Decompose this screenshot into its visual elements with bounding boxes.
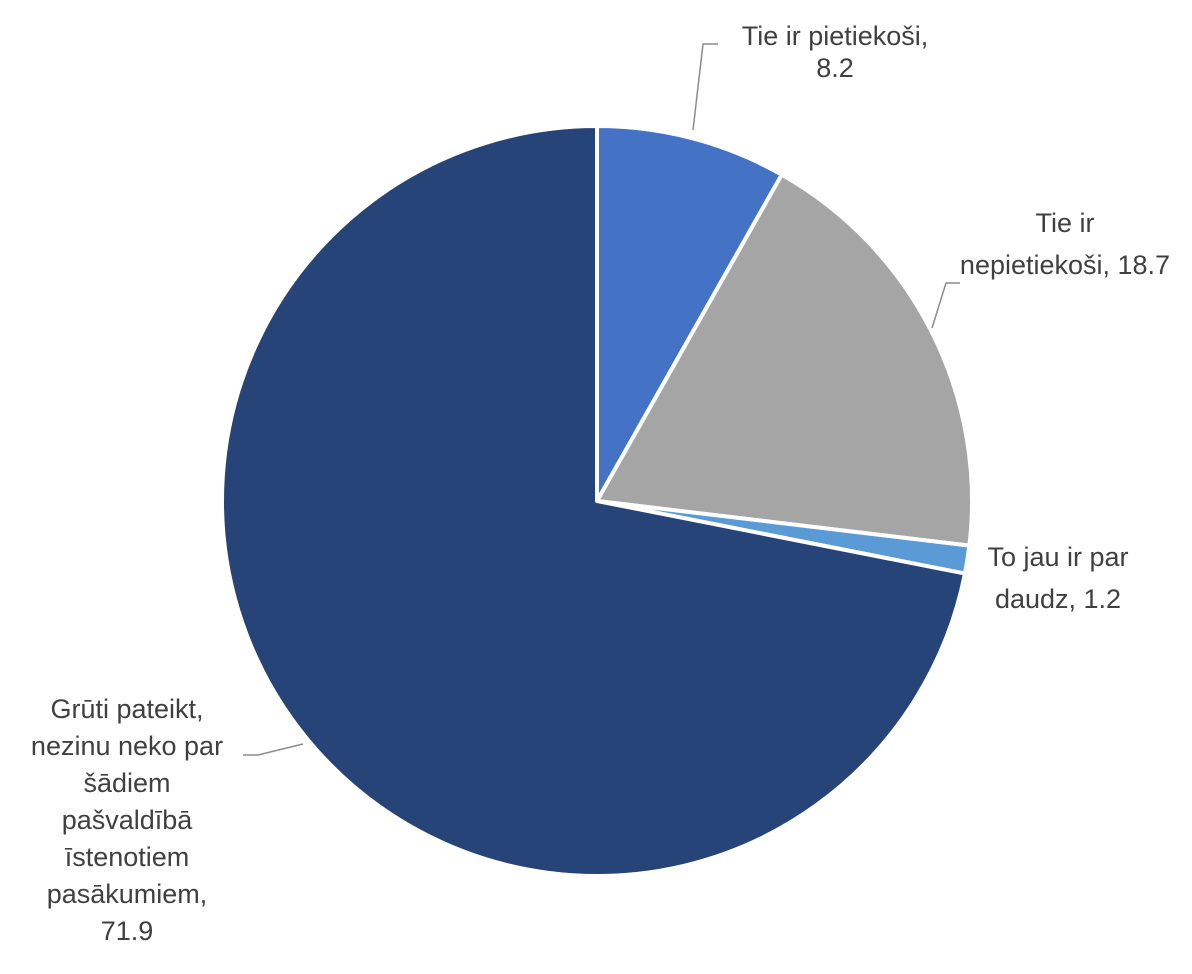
data-label-line: 8.2 <box>816 53 854 83</box>
leader-line-tie-ir-pietiekosi <box>692 43 718 131</box>
data-label-line: pašvaldībā <box>62 805 194 835</box>
pie-slice-gruti-pateikt-nezinu-neko-par-sadiem-pasvaldiba-istenotiem-pasakumiem <box>220 124 967 878</box>
leader-line-gruti-pateikt-nezinu-neko-par-sadiem-pasvaldiba-istenotiem-pasakumiem <box>243 743 304 756</box>
data-label-line: Tie ir <box>1036 208 1095 238</box>
data-label-line: 71.9 <box>101 916 154 946</box>
data-label-line: Grūti pateikt, <box>50 694 203 724</box>
data-label-line: nepietiekoši, 18.7 <box>960 250 1170 280</box>
pie-slice-tie-ir-nepietiekosi <box>595 172 974 548</box>
pie-slice-tie-ir-pietiekosi <box>595 124 784 503</box>
pie-slices <box>220 124 974 878</box>
leader-lines <box>243 43 960 756</box>
data-label-tie-ir-nepietiekosi: Tie ir nepietiekoši, 18.7 <box>960 208 1170 280</box>
data-label-line: To jau ir par <box>987 542 1128 572</box>
data-label-tie-ir-pietiekosi: Tie ir pietiekoši, 8.2 <box>742 21 929 83</box>
data-label-line: Tie ir pietiekoši, <box>742 21 929 51</box>
data-label-to-jau-ir-par-daudz: To jau ir par daudz, 1.2 <box>987 542 1128 614</box>
data-label-line: šādiem <box>83 768 170 798</box>
leader-line-tie-ir-nepietiekosi <box>931 282 960 329</box>
data-label-line: nezinu neko par <box>31 731 223 761</box>
data-labels: Tie ir pietiekoši, 8.2 Tie ir nepietiekoši,… <box>31 21 1170 946</box>
data-label-line: īstenotiem <box>65 842 190 872</box>
data-label-line: pasākumiem, <box>47 879 208 909</box>
data-label-line: daudz, 1.2 <box>995 584 1121 614</box>
data-label-gruti-pateikt-nezinu-neko-par-sadiem-pasvaldiba-istenotiem-pasakumiem: Grūti pateikt, nezinu neko par šādiem pašva… <box>31 694 223 946</box>
